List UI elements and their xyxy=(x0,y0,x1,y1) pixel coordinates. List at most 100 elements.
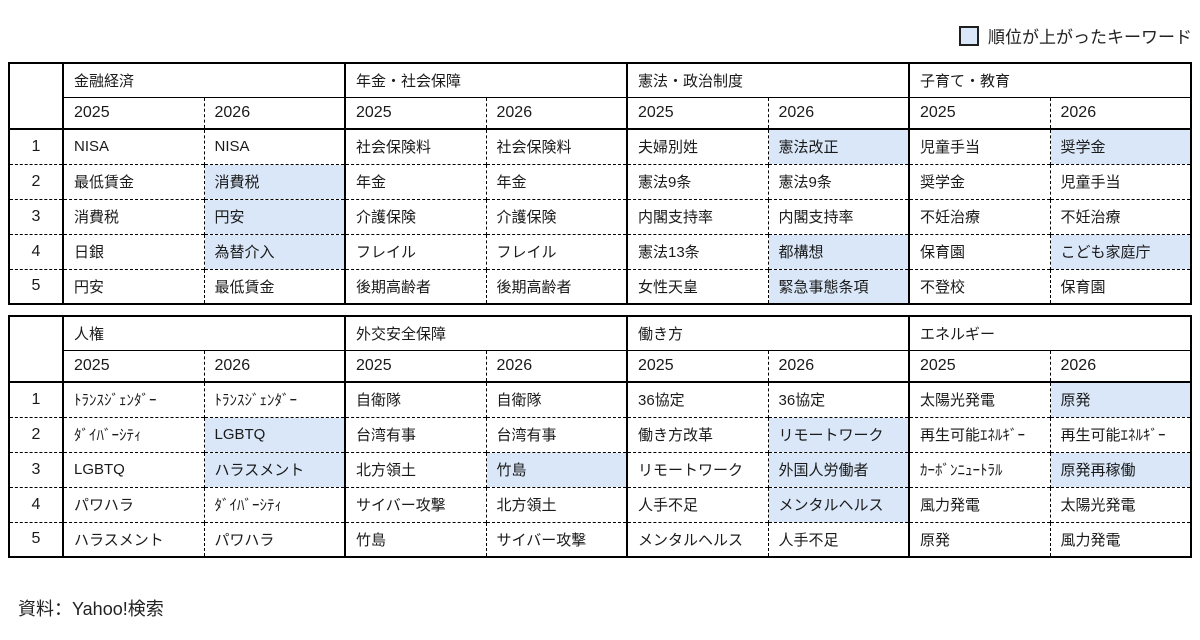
category-header: 外交安全保障 xyxy=(344,316,627,351)
category-header: 年金・社会保障 xyxy=(344,63,627,98)
year-header: 2025 xyxy=(908,97,1050,130)
category-header: 金融経済 xyxy=(62,63,345,98)
keyword-cell: サイバー攻撃 xyxy=(485,521,627,557)
keyword-cell: 36協定 xyxy=(626,382,768,417)
keyword-cell: 再生可能ｴﾈﾙｷﾞｰ xyxy=(1049,416,1191,452)
keyword-cell: NISA xyxy=(203,129,345,164)
rank-cell: 2 xyxy=(9,416,64,452)
keyword-cell: 消費税 xyxy=(203,163,345,199)
keyword-cell: 36協定 xyxy=(767,382,909,417)
year-header: 2025 xyxy=(344,350,486,383)
keyword-cell: 自衛隊 xyxy=(485,382,627,417)
keyword-cell: パワハラ xyxy=(203,521,345,557)
category-header: エネルギー xyxy=(908,316,1191,351)
year-header: 2025 xyxy=(62,97,204,130)
year-header: 2026 xyxy=(203,97,345,130)
keyword-cell: 人手不足 xyxy=(767,521,909,557)
keyword-cell: 日銀 xyxy=(62,233,204,269)
keyword-cell: LGBTQ xyxy=(62,451,204,487)
keyword-cell: 介護保険 xyxy=(485,198,627,234)
keyword-cell: 台湾有事 xyxy=(344,416,486,452)
keyword-cell: 内閣支持率 xyxy=(626,198,768,234)
keyword-cell: メンタルヘルス xyxy=(626,521,768,557)
rank-cell: 5 xyxy=(9,268,64,304)
keyword-cell: 年金 xyxy=(344,163,486,199)
keyword-cell: 不妊治療 xyxy=(908,198,1050,234)
keyword-cell: ﾄﾗﾝｽｼﾞｪﾝﾀﾞｰ xyxy=(62,382,204,417)
year-header: 2026 xyxy=(203,350,345,383)
keyword-cell: ｶｰﾎﾞﾝﾆｭｰﾄﾗﾙ xyxy=(908,451,1050,487)
ranking-table-top: 金融経済 年金・社会保障 憲法・政治制度 子育て・教育 2025 2026 2025 2026… xyxy=(8,62,1192,305)
keyword-cell: 風力発電 xyxy=(908,486,1050,522)
year-header: 2026 xyxy=(485,350,627,383)
keyword-cell: ハラスメント xyxy=(62,521,204,557)
year-header: 2025 xyxy=(626,350,768,383)
keyword-cell: 憲法13条 xyxy=(626,233,768,269)
keyword-cell: 消費税 xyxy=(62,198,204,234)
keyword-cell: 緊急事態条項 xyxy=(767,268,909,304)
rank-column-header xyxy=(9,316,64,383)
keyword-ranking-table: 金融経済 年金・社会保障 憲法・政治制度 子育て・教育 2025 2026 2025 2026… xyxy=(8,62,1192,305)
keyword-cell: 竹島 xyxy=(485,451,627,487)
keyword-cell: 太陽光発電 xyxy=(908,382,1050,417)
year-header: 2025 xyxy=(908,350,1050,383)
keyword-cell: 年金 xyxy=(485,163,627,199)
keyword-cell: 竹島 xyxy=(344,521,486,557)
keyword-cell: 自衛隊 xyxy=(344,382,486,417)
keyword-cell: 最低賃金 xyxy=(203,268,345,304)
keyword-cell: 台湾有事 xyxy=(485,416,627,452)
year-header: 2025 xyxy=(626,97,768,130)
year-header: 2026 xyxy=(767,97,909,130)
keyword-cell: 保育園 xyxy=(908,233,1050,269)
keyword-cell: ﾀﾞｲﾊﾞｰｼﾃｨ xyxy=(62,416,204,452)
keyword-cell: 再生可能ｴﾈﾙｷﾞｰ xyxy=(908,416,1050,452)
keyword-cell: 円安 xyxy=(62,268,204,304)
keyword-cell: 最低賃金 xyxy=(62,163,204,199)
keyword-cell: こども家庭庁 xyxy=(1049,233,1191,269)
legend: 順位が上がったキーワード xyxy=(959,23,1192,48)
keyword-cell: フレイル xyxy=(485,233,627,269)
rank-cell: 1 xyxy=(9,382,64,417)
rank-cell: 4 xyxy=(9,486,64,522)
keyword-cell: 風力発電 xyxy=(1049,521,1191,557)
keyword-cell: 介護保険 xyxy=(344,198,486,234)
keyword-cell: 憲法9条 xyxy=(767,163,909,199)
keyword-cell: 円安 xyxy=(203,198,345,234)
keyword-cell: 社会保険料 xyxy=(485,129,627,164)
category-header: 憲法・政治制度 xyxy=(626,63,909,98)
keyword-cell: 為替介入 xyxy=(203,233,345,269)
keyword-cell: 都構想 xyxy=(767,233,909,269)
rank-cell: 3 xyxy=(9,451,64,487)
keyword-cell: 内閣支持率 xyxy=(767,198,909,234)
rank-cell: 2 xyxy=(9,163,64,199)
rank-column-header xyxy=(9,63,64,130)
keyword-cell: 後期高齢者 xyxy=(344,268,486,304)
keyword-cell: 原発 xyxy=(908,521,1050,557)
keyword-cell: メンタルヘルス xyxy=(767,486,909,522)
keyword-cell: 夫婦別姓 xyxy=(626,129,768,164)
keyword-cell: 働き方改革 xyxy=(626,416,768,452)
keyword-cell: 外国人労働者 xyxy=(767,451,909,487)
category-header: 子育て・教育 xyxy=(908,63,1191,98)
source-note: 資料：Yahoo!検索 xyxy=(18,599,164,619)
keyword-cell: 憲法改正 xyxy=(767,129,909,164)
keyword-cell: 原発再稼働 xyxy=(1049,451,1191,487)
legend-highlight-swatch xyxy=(959,25,979,46)
keyword-cell: パワハラ xyxy=(62,486,204,522)
keyword-cell: 原発 xyxy=(1049,382,1191,417)
keyword-cell: サイバー攻撃 xyxy=(344,486,486,522)
keyword-cell: 不妊治療 xyxy=(1049,198,1191,234)
keyword-cell: リモートワーク xyxy=(767,416,909,452)
category-header: 働き方 xyxy=(626,316,909,351)
rank-cell: 3 xyxy=(9,198,64,234)
keyword-cell: リモートワーク xyxy=(626,451,768,487)
keyword-cell: 憲法9条 xyxy=(626,163,768,199)
year-header: 2025 xyxy=(62,350,204,383)
keyword-cell: 北方領土 xyxy=(485,486,627,522)
legend-label: 順位が上がったキーワード xyxy=(988,28,1192,47)
keyword-cell: 人手不足 xyxy=(626,486,768,522)
rank-cell: 4 xyxy=(9,233,64,269)
rank-cell: 1 xyxy=(9,129,64,164)
year-header: 2026 xyxy=(767,350,909,383)
